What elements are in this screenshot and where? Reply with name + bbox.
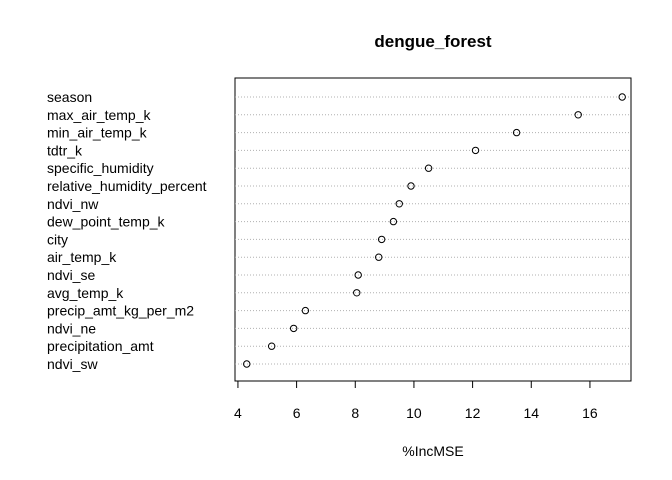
category-label: season [47, 89, 92, 105]
category-label: air_temp_k [47, 249, 117, 265]
category-label: max_air_temp_k [47, 107, 151, 123]
category-label: min_air_temp_k [47, 125, 148, 141]
x-tick-label: 8 [351, 405, 359, 421]
data-point [395, 200, 403, 208]
x-tick-label: 12 [465, 405, 481, 421]
category-label: ndvi_se [47, 267, 95, 283]
plot-area: season max_air_temp_k min_air_temp_ktdtr_k… [47, 77, 632, 421]
data-point [574, 111, 582, 119]
data-point [267, 342, 276, 350]
data-point [301, 306, 310, 315]
data-point [424, 164, 433, 172]
category-label: dew_point_temp_k [47, 214, 166, 230]
x-tick-label: 14 [523, 405, 539, 421]
data-point [375, 253, 383, 261]
category-label: precip_amt_kg_per_m2 [47, 303, 194, 319]
plot-frame [234, 77, 632, 382]
category-label: ndvi_sw [47, 356, 98, 372]
category-label: specific_humidity [47, 160, 154, 176]
data-point [354, 271, 362, 279]
category-label: relative_humidity_percent [47, 178, 207, 194]
x-tick-label: 16 [582, 405, 598, 421]
data-point [377, 235, 386, 244]
category-label: ndvi_nw [47, 196, 99, 212]
data-point [407, 182, 415, 190]
data-point [243, 360, 251, 368]
data-point [471, 146, 480, 155]
data-point [289, 324, 298, 333]
x-tick-label: 6 [293, 405, 301, 421]
category-label: city [47, 231, 68, 247]
x-axis-label: %IncMSE [402, 443, 463, 459]
x-tick-label: 4 [234, 405, 242, 421]
data-point [389, 217, 398, 226]
data-point [353, 289, 361, 297]
category-label: avg_temp_k [47, 285, 124, 301]
data-point [512, 128, 521, 137]
category-label: tdtr_k [47, 142, 83, 158]
category-label: ndvi_ne [47, 320, 96, 336]
category-label: precipitation_amt [47, 338, 154, 354]
chart-title: dengue_forest [374, 32, 491, 51]
data-point [618, 93, 626, 101]
x-tick-label: 10 [406, 405, 422, 421]
